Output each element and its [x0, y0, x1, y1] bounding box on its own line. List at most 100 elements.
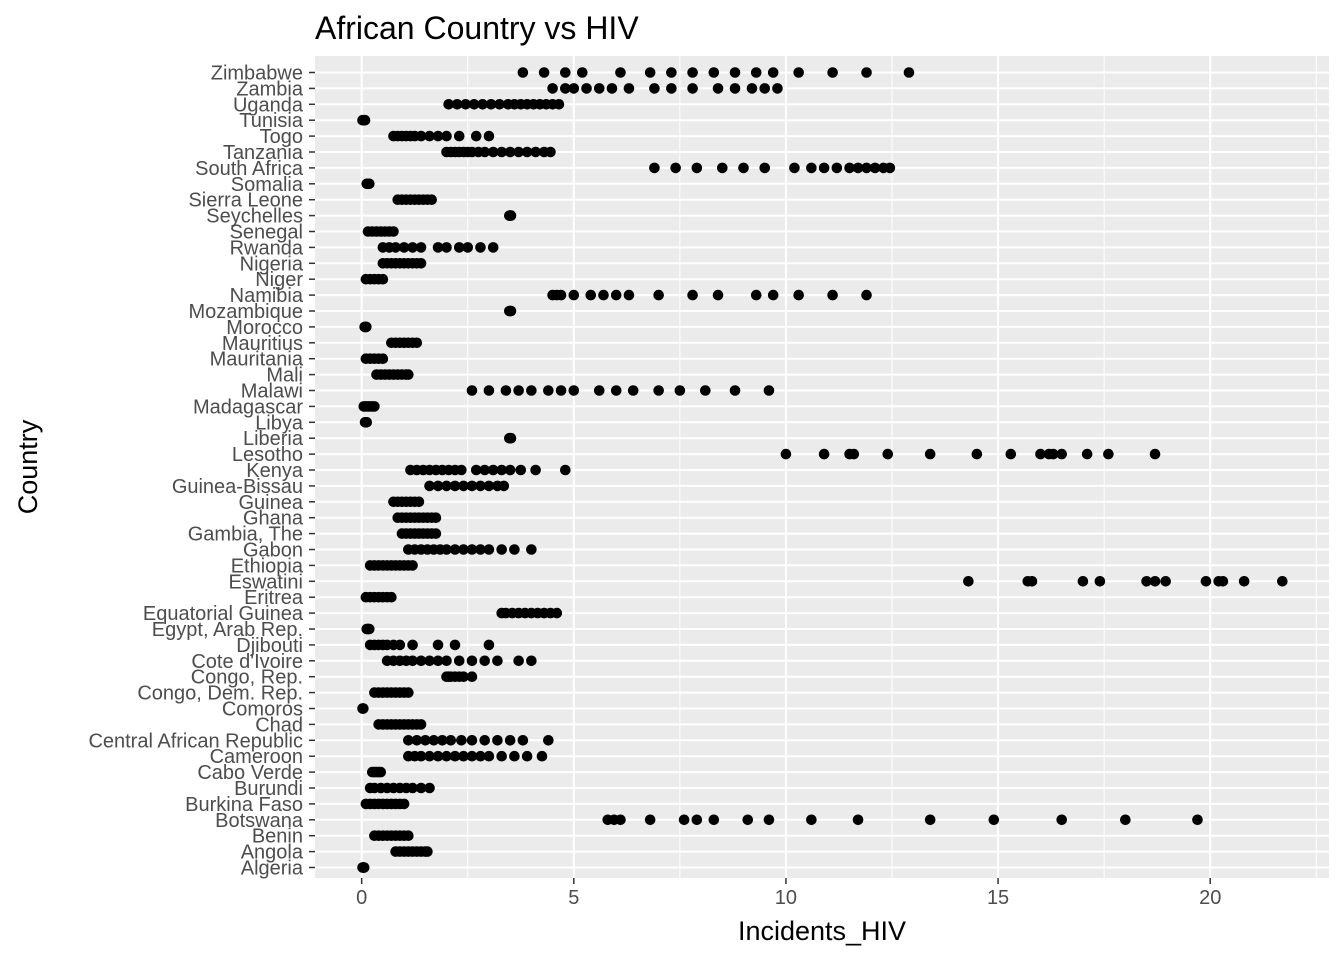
- data-point: [441, 480, 452, 492]
- data-point: [430, 528, 442, 539]
- data-point: [449, 639, 461, 651]
- data-point: [861, 67, 872, 78]
- data-points: [357, 67, 1288, 873]
- data-point: [515, 464, 527, 476]
- y-tick-label: Gambia, The: [188, 524, 303, 546]
- data-point: [627, 385, 639, 396]
- data-point: [1160, 576, 1171, 587]
- data-point: [568, 289, 580, 301]
- data-point: [483, 639, 495, 651]
- data-point: [358, 703, 369, 714]
- y-tick-label: Namibia: [230, 285, 304, 307]
- data-point: [466, 655, 478, 667]
- data-point: [712, 83, 724, 94]
- data-point: [793, 67, 804, 78]
- data-point: [460, 99, 471, 110]
- data-point: [1077, 576, 1089, 587]
- data-point: [424, 130, 435, 142]
- y-tick-label: Nigeria: [240, 253, 304, 275]
- y-tick-label: Burundi: [234, 778, 303, 800]
- data-point: [453, 242, 465, 253]
- data-point: [492, 655, 503, 667]
- data-point: [441, 130, 452, 142]
- data-point: [479, 735, 491, 746]
- data-point: [485, 99, 497, 110]
- data-point: [526, 544, 537, 555]
- data-point: [487, 146, 499, 158]
- data-point: [509, 750, 520, 762]
- data-point: [653, 289, 664, 301]
- data-point: [615, 67, 626, 78]
- data-point: [844, 162, 855, 174]
- data-point: [555, 289, 567, 301]
- data-point: [687, 83, 698, 94]
- data-point: [432, 750, 444, 762]
- chart-title: African Country vs HIV: [315, 10, 639, 46]
- data-point: [458, 544, 469, 555]
- data-point: [763, 814, 775, 826]
- data-point: [568, 83, 580, 94]
- y-tick-label: Cabo Verde: [197, 762, 303, 784]
- y-tick-label: Congo, Dem. Rep.: [137, 683, 303, 705]
- data-point: [479, 655, 491, 667]
- data-point: [432, 130, 444, 142]
- data-point: [1120, 814, 1131, 826]
- data-point: [644, 814, 656, 826]
- data-point: [759, 162, 771, 174]
- data-point: [441, 750, 452, 762]
- data-point: [712, 289, 724, 301]
- data-point: [988, 814, 1000, 826]
- data-point: [483, 480, 495, 492]
- data-point: [413, 496, 425, 508]
- data-point: [759, 83, 771, 94]
- y-tick-label: Tanzania: [223, 142, 304, 164]
- data-point: [475, 544, 486, 555]
- data-point: [453, 130, 465, 142]
- data-point: [687, 67, 698, 78]
- data-point: [496, 544, 507, 555]
- data-point: [430, 512, 442, 523]
- data-point: [750, 67, 762, 78]
- data-point: [487, 464, 499, 476]
- y-tick-label: Angola: [241, 842, 304, 864]
- y-tick-label: Comoros: [222, 699, 303, 721]
- data-point: [750, 289, 762, 301]
- data-point: [364, 623, 375, 635]
- data-point: [530, 464, 541, 476]
- data-point: [492, 735, 503, 746]
- data-point: [1238, 576, 1250, 587]
- data-point: [678, 814, 690, 826]
- y-tick-label: Zambia: [236, 78, 304, 100]
- data-point: [1056, 814, 1068, 826]
- data-point: [848, 448, 860, 460]
- data-point: [445, 735, 457, 746]
- data-point: [398, 242, 410, 253]
- y-tick-label: Djibouti: [236, 635, 303, 657]
- data-point: [691, 814, 703, 826]
- data-point: [424, 782, 435, 794]
- data-point: [644, 67, 656, 78]
- data-point: [426, 194, 437, 205]
- data-point: [398, 798, 410, 810]
- data-point: [1192, 814, 1203, 826]
- data-point: [432, 655, 444, 667]
- data-point: [530, 146, 541, 158]
- data-point: [466, 671, 478, 682]
- data-point: [479, 146, 491, 158]
- data-point: [818, 162, 830, 174]
- data-point: [882, 448, 894, 460]
- data-point: [767, 289, 779, 301]
- data-point: [615, 814, 626, 826]
- y-tick-label: Mauritania: [210, 349, 304, 371]
- data-point: [432, 480, 444, 492]
- data-point: [1047, 448, 1059, 460]
- y-tick-label: Gabon: [243, 540, 303, 562]
- data-point: [653, 385, 664, 396]
- data-point: [852, 162, 864, 174]
- y-tick-label: Mali: [266, 365, 303, 387]
- data-point: [729, 83, 741, 94]
- data-point: [496, 750, 507, 762]
- y-tick-label: Egypt, Arab Rep.: [152, 619, 303, 641]
- data-point: [585, 289, 597, 301]
- y-axis-title: Country: [13, 419, 43, 514]
